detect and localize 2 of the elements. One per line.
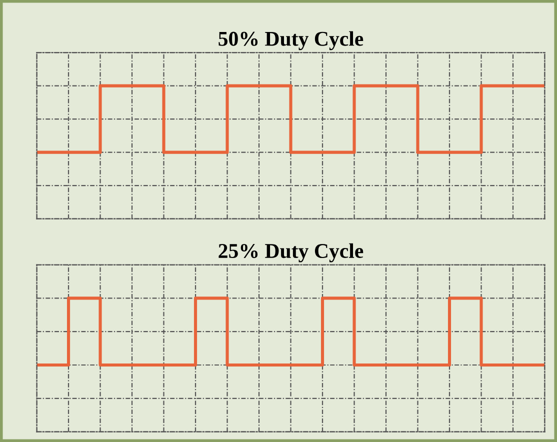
- chart-title: 50% Duty Cycle: [218, 31, 364, 50]
- chart-title: 25% Duty Cycle: [218, 243, 364, 262]
